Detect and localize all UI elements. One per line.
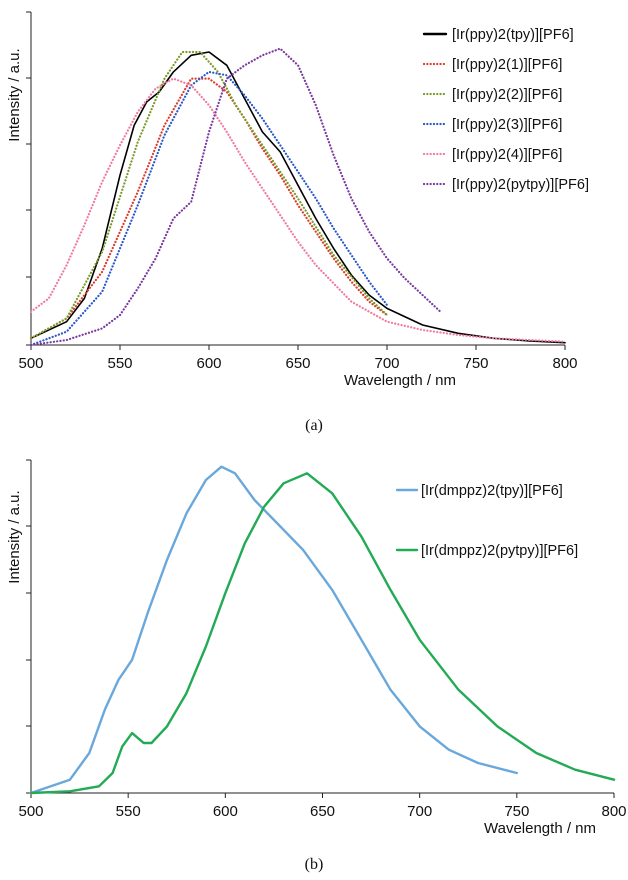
series-line-4 <box>29 70 389 347</box>
series-line-2 <box>29 77 389 340</box>
x-tick-label: 800 <box>601 803 626 820</box>
legend-entry-label: [Ir(ppy)2(2)][PF6] <box>452 87 562 103</box>
series-line-6 <box>29 47 442 347</box>
x-tick-label: 750 <box>463 355 488 372</box>
legend-entry-label: [Ir(ppy)2(pytpy)][PF6] <box>452 177 589 193</box>
x-tick-label: 750 <box>504 803 529 820</box>
panel-label: (b) <box>305 856 324 873</box>
x-tick-label: 600 <box>196 355 221 372</box>
series-line-5 <box>29 77 567 343</box>
series-line-3 <box>29 50 389 340</box>
x-tick-label: 600 <box>213 803 238 820</box>
x-tick-label: 500 <box>18 803 43 820</box>
x-tick-label: 700 <box>407 803 432 820</box>
legend-entry-label: [Ir(ppy)2(3)][PF6] <box>452 117 562 133</box>
panel-label: (a) <box>305 417 323 434</box>
y-axis-title: Intensity / a.u. <box>6 48 23 141</box>
chart-panel-a: 500 550 600 650 700 750 800 Wavelength / nm Inte… <box>6 11 589 434</box>
x-tick-label: 650 <box>285 355 310 372</box>
series-line-1 <box>29 465 518 795</box>
legend: [Ir(ppy)2(tpy)][PF6] [Ir(ppy)2(1)][PF6] [I… <box>422 27 589 193</box>
series-line-2 <box>29 472 616 795</box>
y-axis-title: Intensity / a.u. <box>6 490 23 583</box>
series-line-1 <box>30 51 566 344</box>
x-tick-label: 800 <box>552 355 577 372</box>
chart-panel-b: 500 550 600 650 700 750 800 Wavelength / nm Inte… <box>6 459 627 873</box>
x-tick-label: 500 <box>18 355 43 372</box>
legend-entry-label: [Ir(dmppz)2(tpy)][PF6] <box>421 483 563 499</box>
x-tick-label: 650 <box>310 803 335 820</box>
x-axis-title: Wavelength / nm <box>344 372 456 389</box>
legend-entry-label: [Ir(ppy)2(tpy)][PF6] <box>452 27 574 43</box>
x-tick-label: 550 <box>116 803 141 820</box>
legend: [Ir(dmppz)2(tpy)][PF6] [Ir(dmppz)2(pytpy)… <box>395 483 578 559</box>
x-axis-title: Wavelength / nm <box>484 820 596 837</box>
x-tick-label: 700 <box>374 355 399 372</box>
legend-entry-label: [Ir(ppy)2(1)][PF6] <box>452 57 562 73</box>
legend-entry-label: [Ir(ppy)2(4)][PF6] <box>452 147 562 163</box>
x-tick-label: 550 <box>107 355 132 372</box>
legend-entry-label: [Ir(dmppz)2(pytpy)][PF6] <box>421 543 578 559</box>
